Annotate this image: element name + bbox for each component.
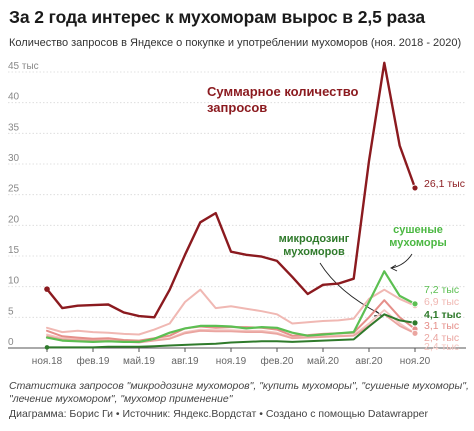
x-tick-label: май.20 [307, 356, 339, 367]
series-end-dot [411, 329, 419, 337]
series-end-label: 6,9 тыс [424, 296, 459, 308]
chart-title: За 2 года интерес к мухоморам вырос в 2,… [9, 7, 425, 27]
annotation-text: Суммарное количество [207, 84, 359, 99]
y-tick-label: 25 [8, 184, 20, 195]
series-endpoints [44, 184, 419, 350]
annotation-text: микродозинг [279, 233, 350, 245]
chart-notes: Статистика запросов "микродозинг мухомор… [9, 380, 469, 405]
y-tick-label: 10 [8, 276, 20, 287]
series-end-dot [411, 184, 419, 192]
annotation-text: запросов [207, 100, 267, 115]
series-end-label: 26,1 тыс [424, 178, 465, 190]
arrow-dried-head [390, 264, 398, 272]
x-tick-label: май.19 [123, 356, 155, 367]
chart-byline: Диаграмма: Борис Ги • Источник: Яндекс.В… [9, 408, 429, 420]
annotation-text: сушеные [393, 224, 443, 236]
arrow-dried [391, 253, 413, 269]
series-end-label: 7,2 тыс [424, 284, 459, 296]
y-tick-label: 45 тыс [8, 61, 39, 72]
y-tick-label: 30 [8, 153, 20, 164]
y-tick-label: 15 [8, 245, 20, 256]
series-start-dot [44, 286, 50, 292]
line-chart: 0 5 10 15 20 25 30 35 40 45 тыс ноя.18 фев.19 май.1… [8, 61, 466, 367]
y-tick-label: 40 [8, 92, 20, 103]
series-end-dot [411, 300, 419, 308]
x-axis-ticks: ноя.18 фев.19 май.19 авг.19 ноя.19 фев.20 май.… [32, 348, 431, 367]
y-tick-label: 0 [8, 337, 14, 348]
series-end-label: 4,1 тыс [424, 309, 462, 321]
chart-subtitle: Количество запросов в Яндексе о покупке … [9, 37, 462, 49]
annotation-text: мухоморы [389, 237, 447, 249]
series-end-label: 3,1 тыс [424, 320, 459, 332]
series-lines [45, 61, 417, 349]
y-tick-label: 35 [8, 122, 20, 133]
annotation-arrows [319, 253, 413, 317]
x-tick-label: ноя.19 [216, 356, 247, 367]
x-tick-label: авг.19 [171, 356, 199, 367]
annotation-text: мухоморов [283, 246, 345, 258]
series-line [46, 288, 416, 336]
x-tick-label: фев.19 [76, 355, 109, 367]
x-tick-label: авг.20 [355, 356, 383, 367]
arrow-microdosing [319, 262, 381, 315]
x-tick-label: ноя.18 [32, 356, 63, 367]
series-line [46, 313, 416, 349]
series-line [45, 270, 417, 343]
arrow-microdosing-head [373, 310, 383, 317]
annotations: Суммарное количествозапросовмикродозингм… [207, 84, 447, 258]
x-tick-label: фев.20 [260, 355, 293, 367]
grid-lines [8, 71, 466, 349]
series-end-label: 2,4 тыс [424, 341, 459, 353]
y-tick-label: 5 [8, 306, 14, 317]
series-start-dot [44, 345, 50, 350]
series-end-label: 2,4 тыс [424, 332, 459, 344]
y-axis-ticks: 0 5 10 15 20 25 30 35 40 45 тыс [8, 61, 39, 348]
x-tick-label: ноя.20 [400, 356, 431, 367]
series-end-dot [411, 319, 419, 327]
series-line [45, 61, 417, 319]
y-tick-label: 20 [8, 214, 20, 225]
